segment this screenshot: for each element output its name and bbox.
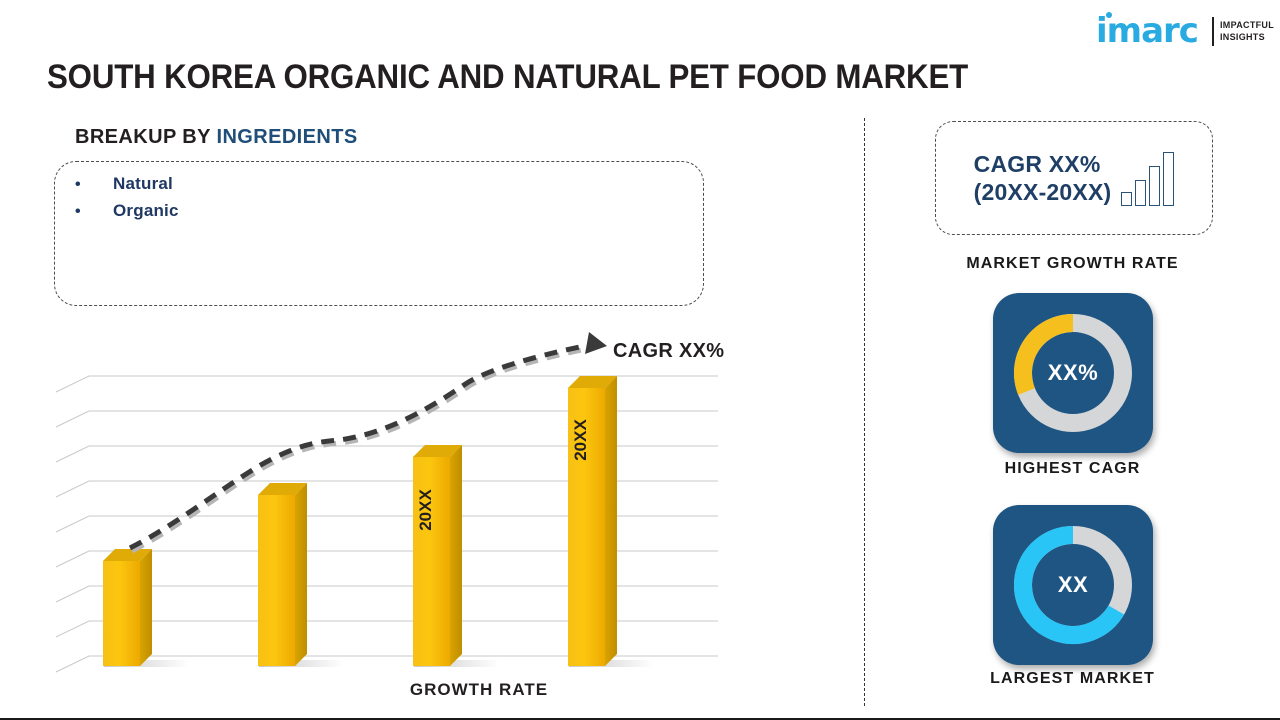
cagr-line-1: CAGR XX% — [973, 151, 1101, 177]
largest-market-donut — [1014, 526, 1132, 644]
cagr-line-2: (20XX-20XX) — [973, 179, 1112, 205]
ingredients-box: • Natural • Organic — [54, 161, 704, 306]
breakup-accent: INGREDIENTS — [216, 126, 358, 148]
largest-market-tile: XX — [993, 505, 1153, 665]
list-item: • Natural — [75, 174, 179, 194]
bullet-icon: • — [75, 176, 81, 193]
logo-divider — [1212, 17, 1214, 46]
list-item: • Organic — [75, 201, 179, 221]
chart-floor-shadows — [104, 660, 654, 667]
bullet-icon: • — [75, 203, 81, 220]
ingredients-list: • Natural • Organic — [75, 174, 179, 228]
bar-value-label: 20XX — [571, 419, 590, 461]
market-growth-rate-box: CAGR XX% (20XX-20XX) — [935, 121, 1213, 235]
largest-market-value: XX — [1057, 572, 1089, 597]
growth-rate-chart: 20XX 20XX GROWTH RATE — [54, 330, 754, 710]
highest-cagr-value: XX% — [1047, 360, 1099, 385]
market-growth-rate-label: MARKET GROWTH RATE — [966, 255, 1179, 272]
logo-tagline-line1: IMPACTFUL — [1220, 20, 1275, 30]
largest-market-label: LARGEST MARKET — [990, 670, 1155, 687]
logo-dot-icon — [1106, 12, 1112, 18]
chart-bar: 20XX — [568, 376, 617, 666]
logo-wordmark: imarc — [1096, 11, 1199, 51]
imarc-logo: imarc IMPACTFUL INSIGHTS — [1090, 10, 1274, 54]
breakup-prefix: BREAKUP BY — [75, 126, 217, 148]
right-panel: CAGR XX% (20XX-20XX) MARKET GROWTH RATE … — [865, 0, 1280, 720]
chart-bar: 20XX — [413, 445, 462, 666]
highest-cagr-donut — [1013, 313, 1132, 432]
chart-trendline — [128, 332, 607, 554]
chart-svg: 20XX 20XX — [55, 332, 718, 673]
chart-gridlines — [55, 375, 718, 673]
highest-cagr-tile: XX% — [993, 293, 1153, 453]
bar-value-label: 20XX — [416, 489, 435, 531]
ingredient-label: Organic — [113, 201, 179, 220]
chart-bar — [103, 549, 152, 666]
logo-tagline: IMPACTFUL INSIGHTS — [1220, 19, 1274, 43]
breakup-heading: BREAKUP BY INGREDIENTS — [75, 126, 358, 149]
bar-growth-icon — [1121, 150, 1175, 206]
chart-x-axis-label: GROWTH RATE — [409, 680, 549, 699]
section-divider — [864, 118, 865, 706]
logo-tagline-line2: INSIGHTS — [1220, 32, 1265, 42]
ingredient-label: Natural — [113, 174, 173, 193]
chart-bar — [258, 483, 307, 666]
trendline-arrow-icon — [585, 332, 607, 354]
highest-cagr-label: HIGHEST CAGR — [1004, 460, 1141, 477]
cagr-box-text: CAGR XX% (20XX-20XX) — [974, 150, 1112, 206]
page-title: SOUTH KOREA ORGANIC AND NATURAL PET FOOD… — [47, 58, 969, 96]
chart-cagr-annotation: CAGR XX% — [613, 340, 725, 362]
